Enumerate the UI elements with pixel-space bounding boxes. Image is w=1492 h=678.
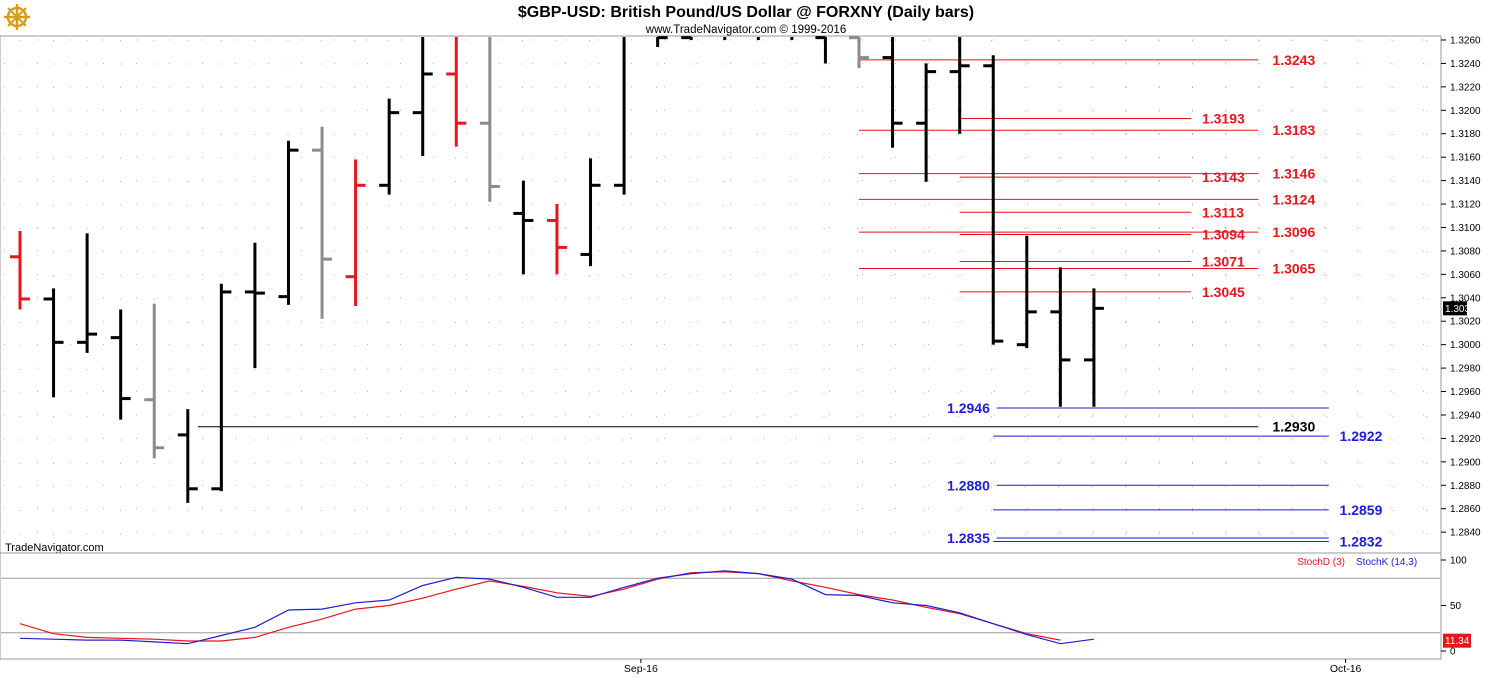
y-tick-label: 1.3260 [1450,36,1481,47]
y-tick-label: 1.2860 [1450,504,1481,515]
level-label: 1.3143 [1202,169,1245,185]
stoch-grid [1,577,1440,634]
y-tick-label: 1.2960 [1450,387,1481,398]
y-tick-label: 1.3060 [1450,270,1481,281]
level-label: 1.3183 [1272,122,1315,138]
price-bars [10,36,1104,503]
price-levels: 1.3243 1.3193 1.3183 1.3146 1.3143 1.3124 1.31… [197,52,1383,550]
stoch-panel [0,552,1442,660]
y-tick-label: 1.3080 [1450,246,1481,257]
y-tick-label: 1.3160 [1450,153,1481,164]
ohlc-bar [312,126,333,319]
ohlc-bar [1083,288,1104,407]
y-tick-label: 1.2920 [1450,434,1481,445]
ohlc-bar [916,63,937,182]
y-tick-label: 1.3140 [1450,176,1481,187]
level-label: 1.3071 [1202,253,1245,269]
level-label: 1.3146 [1272,166,1315,182]
ohlc-bar [656,36,668,48]
level-label: 1.2859 [1340,502,1383,518]
level-label: 1.3094 [1202,227,1245,243]
y-tick-label: 1.3120 [1450,200,1481,211]
ohlc-bar [1016,235,1037,349]
ohlc-bar [479,37,500,202]
ohlc-bar [681,36,693,40]
level-label: 1.3193 [1202,111,1245,127]
watermark-text: TradeNavigator.com [5,542,104,554]
level-label: 1.2930 [1272,419,1315,435]
legend-stochk: StochK (14,3) [1356,557,1417,568]
price-panel [0,35,1442,554]
y-tick-label: 1.2880 [1450,481,1481,492]
ohlc-bar [10,231,30,310]
ohlc-bar [815,36,827,64]
ohlc-bar [546,204,567,275]
level-label: 1.2946 [947,400,990,416]
level-label: 1.2880 [947,477,990,493]
x-tick-label: Oct-16 [1330,663,1362,675]
stoch-current-box [1443,633,1471,648]
ohlc-bar [1050,267,1071,407]
ohlc-bar [345,159,366,306]
ohlc-bar [278,140,299,305]
ohlc-bar [110,309,131,420]
ohlc-bar [849,36,869,69]
stoch-lines [19,570,1094,645]
ohlc-bar [949,37,970,134]
stoch-tick-label: 0 [1450,647,1456,658]
y-tick-label: 1.2940 [1450,410,1481,421]
ohlc-bar [144,303,165,459]
level-label: 1.2835 [947,530,990,546]
y-tick-label: 1.3040 [1450,293,1481,304]
copyright-text: www.TradeNavigator.com © 1999-2016 [645,24,846,36]
stoch-tick-label: 50 [1450,601,1462,612]
y-tick-label: 1.3180 [1450,129,1481,140]
stoch-series-line [19,570,1094,645]
ohlc-bar [379,98,400,195]
level-label: 1.3096 [1272,224,1315,240]
ohlc-bar [513,180,534,275]
legend-stochd: StochD (3) [1297,557,1345,568]
stoch-current-label: 11.34 [1445,636,1470,647]
stoch-series-line [19,571,1061,642]
level-label: 1.2922 [1340,428,1383,444]
y-tick-label: 1.2980 [1450,364,1481,375]
level-label: 1.3065 [1272,261,1315,277]
current-price-label: 1.3031 [1445,304,1476,315]
y-tick-label: 1.3020 [1450,317,1481,328]
y-tick-label: 1.2840 [1450,528,1481,539]
ohlc-bar [211,283,232,492]
ohlc-bar [244,242,265,369]
level-label: 1.3243 [1272,52,1315,68]
logo-icon [4,4,30,30]
y-tick-label: 1.3200 [1450,106,1481,117]
current-price-box [1443,301,1467,316]
ohlc-bar [580,158,601,267]
y-tick-label: 1.3000 [1450,340,1481,351]
level-label: 1.3124 [1272,191,1315,207]
price-axis: 1.3260 1.3240 1.3220 1.3200 1.3180 1.3160 1.31… [1441,36,1481,539]
y-tick-label: 1.3240 [1450,59,1481,70]
level-label: 1.2832 [1340,534,1383,550]
ohlc-bar [177,409,198,503]
ohlc-bar [412,37,433,157]
stoch-axis: 100 50 011.34 [1441,556,1471,658]
x-axis: Sep-16 Oct-16 [624,659,1362,675]
ohlc-bar [614,37,626,195]
ohlc-bar [983,55,1004,345]
level-label: 1.3113 [1202,204,1244,220]
ohlc-bar [882,37,903,148]
ohlc-bar [43,288,64,398]
y-tick-label: 1.2900 [1450,457,1481,468]
ohlc-bar [77,233,98,353]
stoch-tick-label: 100 [1450,556,1467,567]
y-tick-label: 1.3220 [1450,82,1481,93]
chart-title: $GBP-USD: British Pound/US Dollar @ FORX… [518,4,974,21]
ohlc-bar [446,37,467,147]
y-tick-label: 1.3100 [1450,223,1481,234]
level-label: 1.3045 [1202,284,1245,300]
x-tick-label: Sep-16 [624,663,658,675]
